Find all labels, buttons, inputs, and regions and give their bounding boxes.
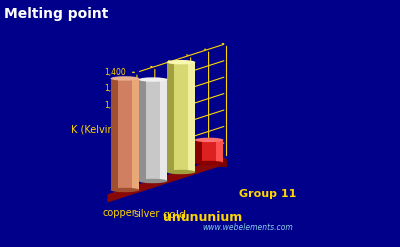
Text: 1,000: 1,000 xyxy=(104,101,126,110)
Text: 0: 0 xyxy=(121,183,126,192)
Text: 200: 200 xyxy=(111,166,126,175)
Text: 400: 400 xyxy=(111,150,126,159)
Text: 800: 800 xyxy=(111,117,126,126)
Text: 1,200: 1,200 xyxy=(104,84,126,93)
Text: gold: gold xyxy=(163,210,187,220)
Text: www.webelements.com: www.webelements.com xyxy=(203,223,293,232)
Text: copper: copper xyxy=(102,208,136,218)
Text: K (Kelvin): K (Kelvin) xyxy=(71,125,117,135)
Text: silver: silver xyxy=(134,209,160,219)
Text: unununium: unununium xyxy=(163,211,242,224)
Text: 600: 600 xyxy=(111,134,126,143)
Text: 1,400: 1,400 xyxy=(104,68,126,77)
Text: Melting point: Melting point xyxy=(4,7,108,21)
Text: Group 11: Group 11 xyxy=(238,188,296,199)
